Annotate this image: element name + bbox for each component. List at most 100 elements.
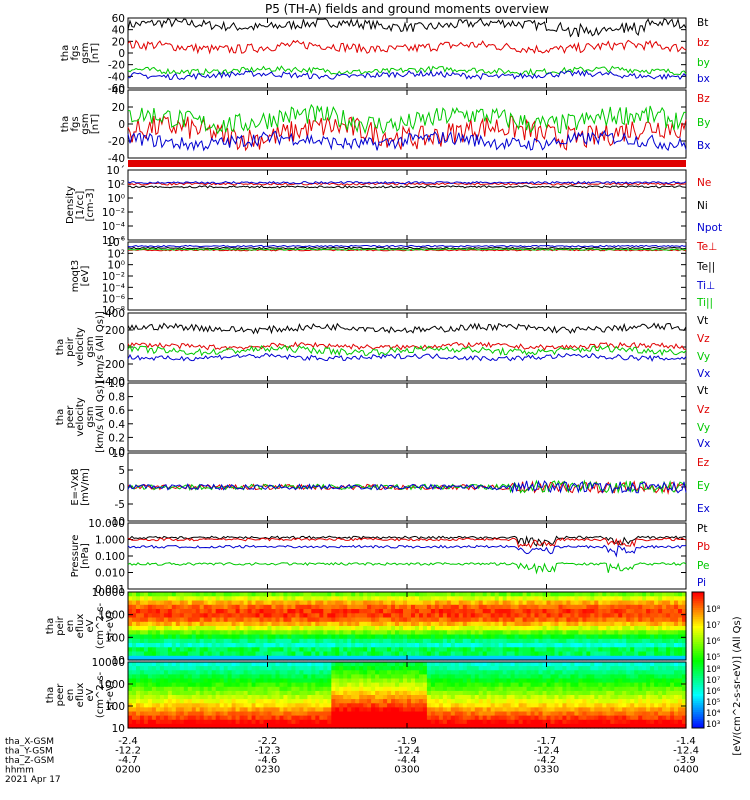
spectrogram-cell [494, 666, 500, 671]
spectrogram-cell [582, 630, 587, 636]
colorbar-swatch [692, 678, 704, 681]
spectrogram-cell [546, 682, 552, 688]
spectrogram-cell [355, 592, 360, 597]
spectrogram-cell [203, 670, 209, 675]
spectrogram-cell [586, 634, 591, 640]
spectrogram-cell [490, 643, 496, 648]
spectrogram-cell [163, 682, 169, 688]
spectrogram-cell [271, 600, 277, 606]
spectrogram-cell [379, 604, 384, 610]
spectrogram-cell [650, 703, 655, 708]
spectrogram-cell [426, 621, 432, 627]
spectrogram-cell [558, 719, 564, 725]
spectrogram-cell [235, 638, 241, 644]
spectrogram-cell [598, 690, 603, 696]
spectrogram-cell [578, 666, 583, 671]
spectrogram-cell [387, 666, 392, 671]
spectrogram-cell [283, 617, 288, 623]
spectrogram-cell [263, 613, 269, 619]
spectrogram-cell [151, 662, 157, 667]
spectrogram-cell [291, 703, 296, 708]
spectrogram-cell [183, 613, 189, 619]
spectrogram-cell [311, 715, 316, 721]
spectrogram-cell [223, 643, 229, 648]
spectrogram-cell [183, 715, 189, 721]
spectrogram-cell [438, 609, 444, 614]
spectrogram-cell [407, 674, 412, 680]
spectrogram-cell [339, 596, 344, 602]
spectrogram-cell [510, 703, 516, 708]
spectrogram-cell [650, 682, 655, 688]
spectrogram-cell [638, 666, 643, 671]
spectrogram-cell [618, 647, 623, 653]
spectrogram-cell [430, 655, 436, 661]
spectrogram-cell [462, 682, 468, 688]
spectrogram-cell [132, 715, 137, 721]
spectrogram-cell [650, 638, 655, 644]
spectrogram-cell [199, 674, 205, 680]
spectrogram-cell [275, 662, 281, 667]
spectrogram-cell [558, 634, 564, 640]
colorbar-swatch [692, 598, 704, 602]
spectrogram-cell [678, 592, 683, 597]
spectrogram-cell [167, 666, 173, 671]
spectrogram-cell [666, 609, 671, 614]
spectrogram-cell [259, 682, 265, 688]
spectrogram-cell [682, 670, 687, 675]
spectrogram-cell [466, 707, 472, 713]
spectrogram-cell [494, 600, 500, 606]
spectrogram-cell [434, 592, 440, 597]
spectrogram-cell [259, 604, 265, 610]
spectrogram-cell [594, 723, 599, 729]
spectrogram-cell [502, 634, 508, 640]
spectrogram-cell [598, 651, 603, 657]
spectrogram-cell [670, 666, 675, 671]
spectrogram-cell [526, 686, 532, 692]
spectrogram-cell [590, 655, 595, 661]
spectrogram-cell [454, 626, 460, 631]
spectrogram-cell [283, 719, 288, 725]
spectrogram-cell [530, 655, 536, 661]
spectrogram-cell [510, 655, 516, 661]
spectrogram-cell [311, 655, 316, 661]
spectrogram-cell [574, 670, 579, 675]
spectrogram-cell [267, 604, 273, 610]
spectrogram-cell [590, 647, 595, 653]
y-tick-label: 40 [112, 25, 125, 37]
spectrogram-cell [247, 609, 253, 614]
spectrogram-cell [155, 674, 161, 680]
spectrogram-cell [430, 699, 436, 704]
spectrogram-cell [195, 600, 201, 606]
spectrogram-cell [167, 600, 173, 606]
spectrogram-cell [391, 617, 396, 623]
spectrogram-cell [283, 674, 288, 680]
spectrogram-cell [502, 638, 508, 644]
spectrogram-cell [450, 600, 456, 606]
spectrogram-cell [391, 638, 396, 644]
spectrogram-cell [243, 617, 249, 623]
spectrogram-cell [610, 695, 615, 700]
spectrogram-cell [395, 686, 400, 692]
spectrogram-cell [426, 634, 432, 640]
spectrogram-cell [175, 715, 181, 721]
spectrogram-cell [446, 682, 452, 688]
spectrogram-cell [331, 651, 336, 657]
spectrogram-cell [295, 711, 300, 717]
spectrogram-cell [670, 621, 675, 627]
spectrogram-cell [387, 715, 392, 721]
spectrogram-cell [391, 678, 396, 684]
spectrogram-cell [323, 643, 328, 648]
spectrogram-cell [582, 682, 587, 688]
spectrogram-cell [478, 690, 484, 696]
spectrogram-cell [159, 670, 165, 675]
series-trace-Pi [127, 544, 687, 558]
spectrogram-cell [143, 666, 149, 671]
spectrogram-cell [478, 638, 484, 644]
spectrogram-cell [666, 719, 671, 725]
spectrogram-cell [319, 651, 324, 657]
spectrogram-cell [403, 719, 408, 725]
spectrogram-cell [327, 643, 332, 648]
spectrogram-cell [466, 655, 472, 661]
spectrogram-cell [295, 621, 300, 627]
spectrogram-cell [311, 686, 316, 692]
